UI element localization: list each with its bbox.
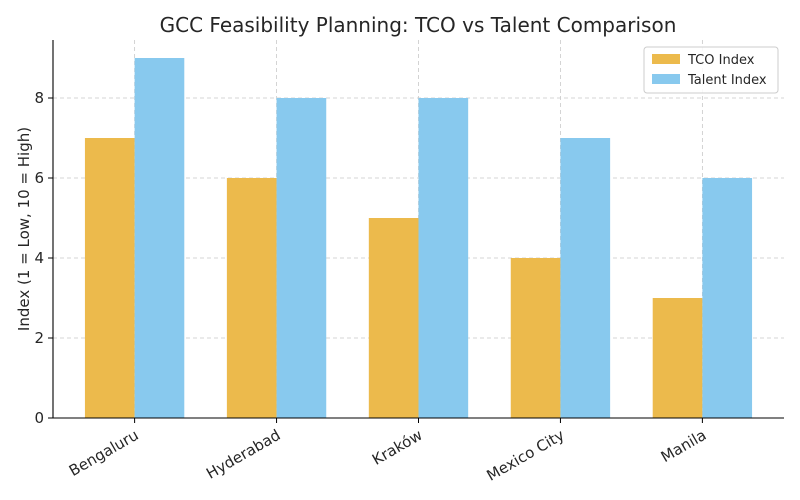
x-tick-label: Kraków: [369, 426, 425, 469]
y-tick-label: 8: [34, 89, 44, 107]
bar-tco: [226, 178, 277, 418]
legend: TCO Index Talent Index: [643, 46, 779, 94]
y-tick-label: 4: [34, 249, 44, 267]
chart-title: GCC Feasibility Planning: TCO vs Talent …: [160, 13, 677, 37]
bar-tco: [368, 218, 419, 418]
legend-label: TCO Index: [687, 53, 755, 68]
y-tick-label: 0: [34, 409, 44, 427]
bar-tco: [652, 298, 703, 418]
bar-tco: [84, 138, 135, 418]
y-tick-label: 2: [34, 329, 44, 347]
x-tick-label: Hyderabad: [203, 426, 283, 483]
bar-talent: [418, 98, 469, 418]
y-axis-label: Index (1 = Low, 10 = High): [15, 127, 33, 331]
bar-talent: [702, 178, 753, 418]
bar-talent: [134, 58, 185, 418]
x-tick-label: Manila: [658, 426, 710, 466]
legend-label: Talent Index: [687, 73, 767, 88]
legend-swatch: [652, 74, 680, 84]
bar-talent: [560, 138, 611, 418]
x-tick-label: Mexico City: [483, 426, 567, 485]
bar-talent: [276, 98, 327, 418]
bar-tco: [510, 258, 561, 418]
x-tick-label: Bengaluru: [66, 426, 142, 480]
bars-layer: [84, 58, 753, 418]
axes-layer: [48, 40, 784, 423]
y-tick-label: 6: [34, 169, 44, 187]
legend-swatch: [652, 54, 680, 64]
